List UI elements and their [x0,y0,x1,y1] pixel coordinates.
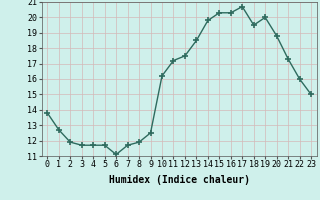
X-axis label: Humidex (Indice chaleur): Humidex (Indice chaleur) [109,175,250,185]
